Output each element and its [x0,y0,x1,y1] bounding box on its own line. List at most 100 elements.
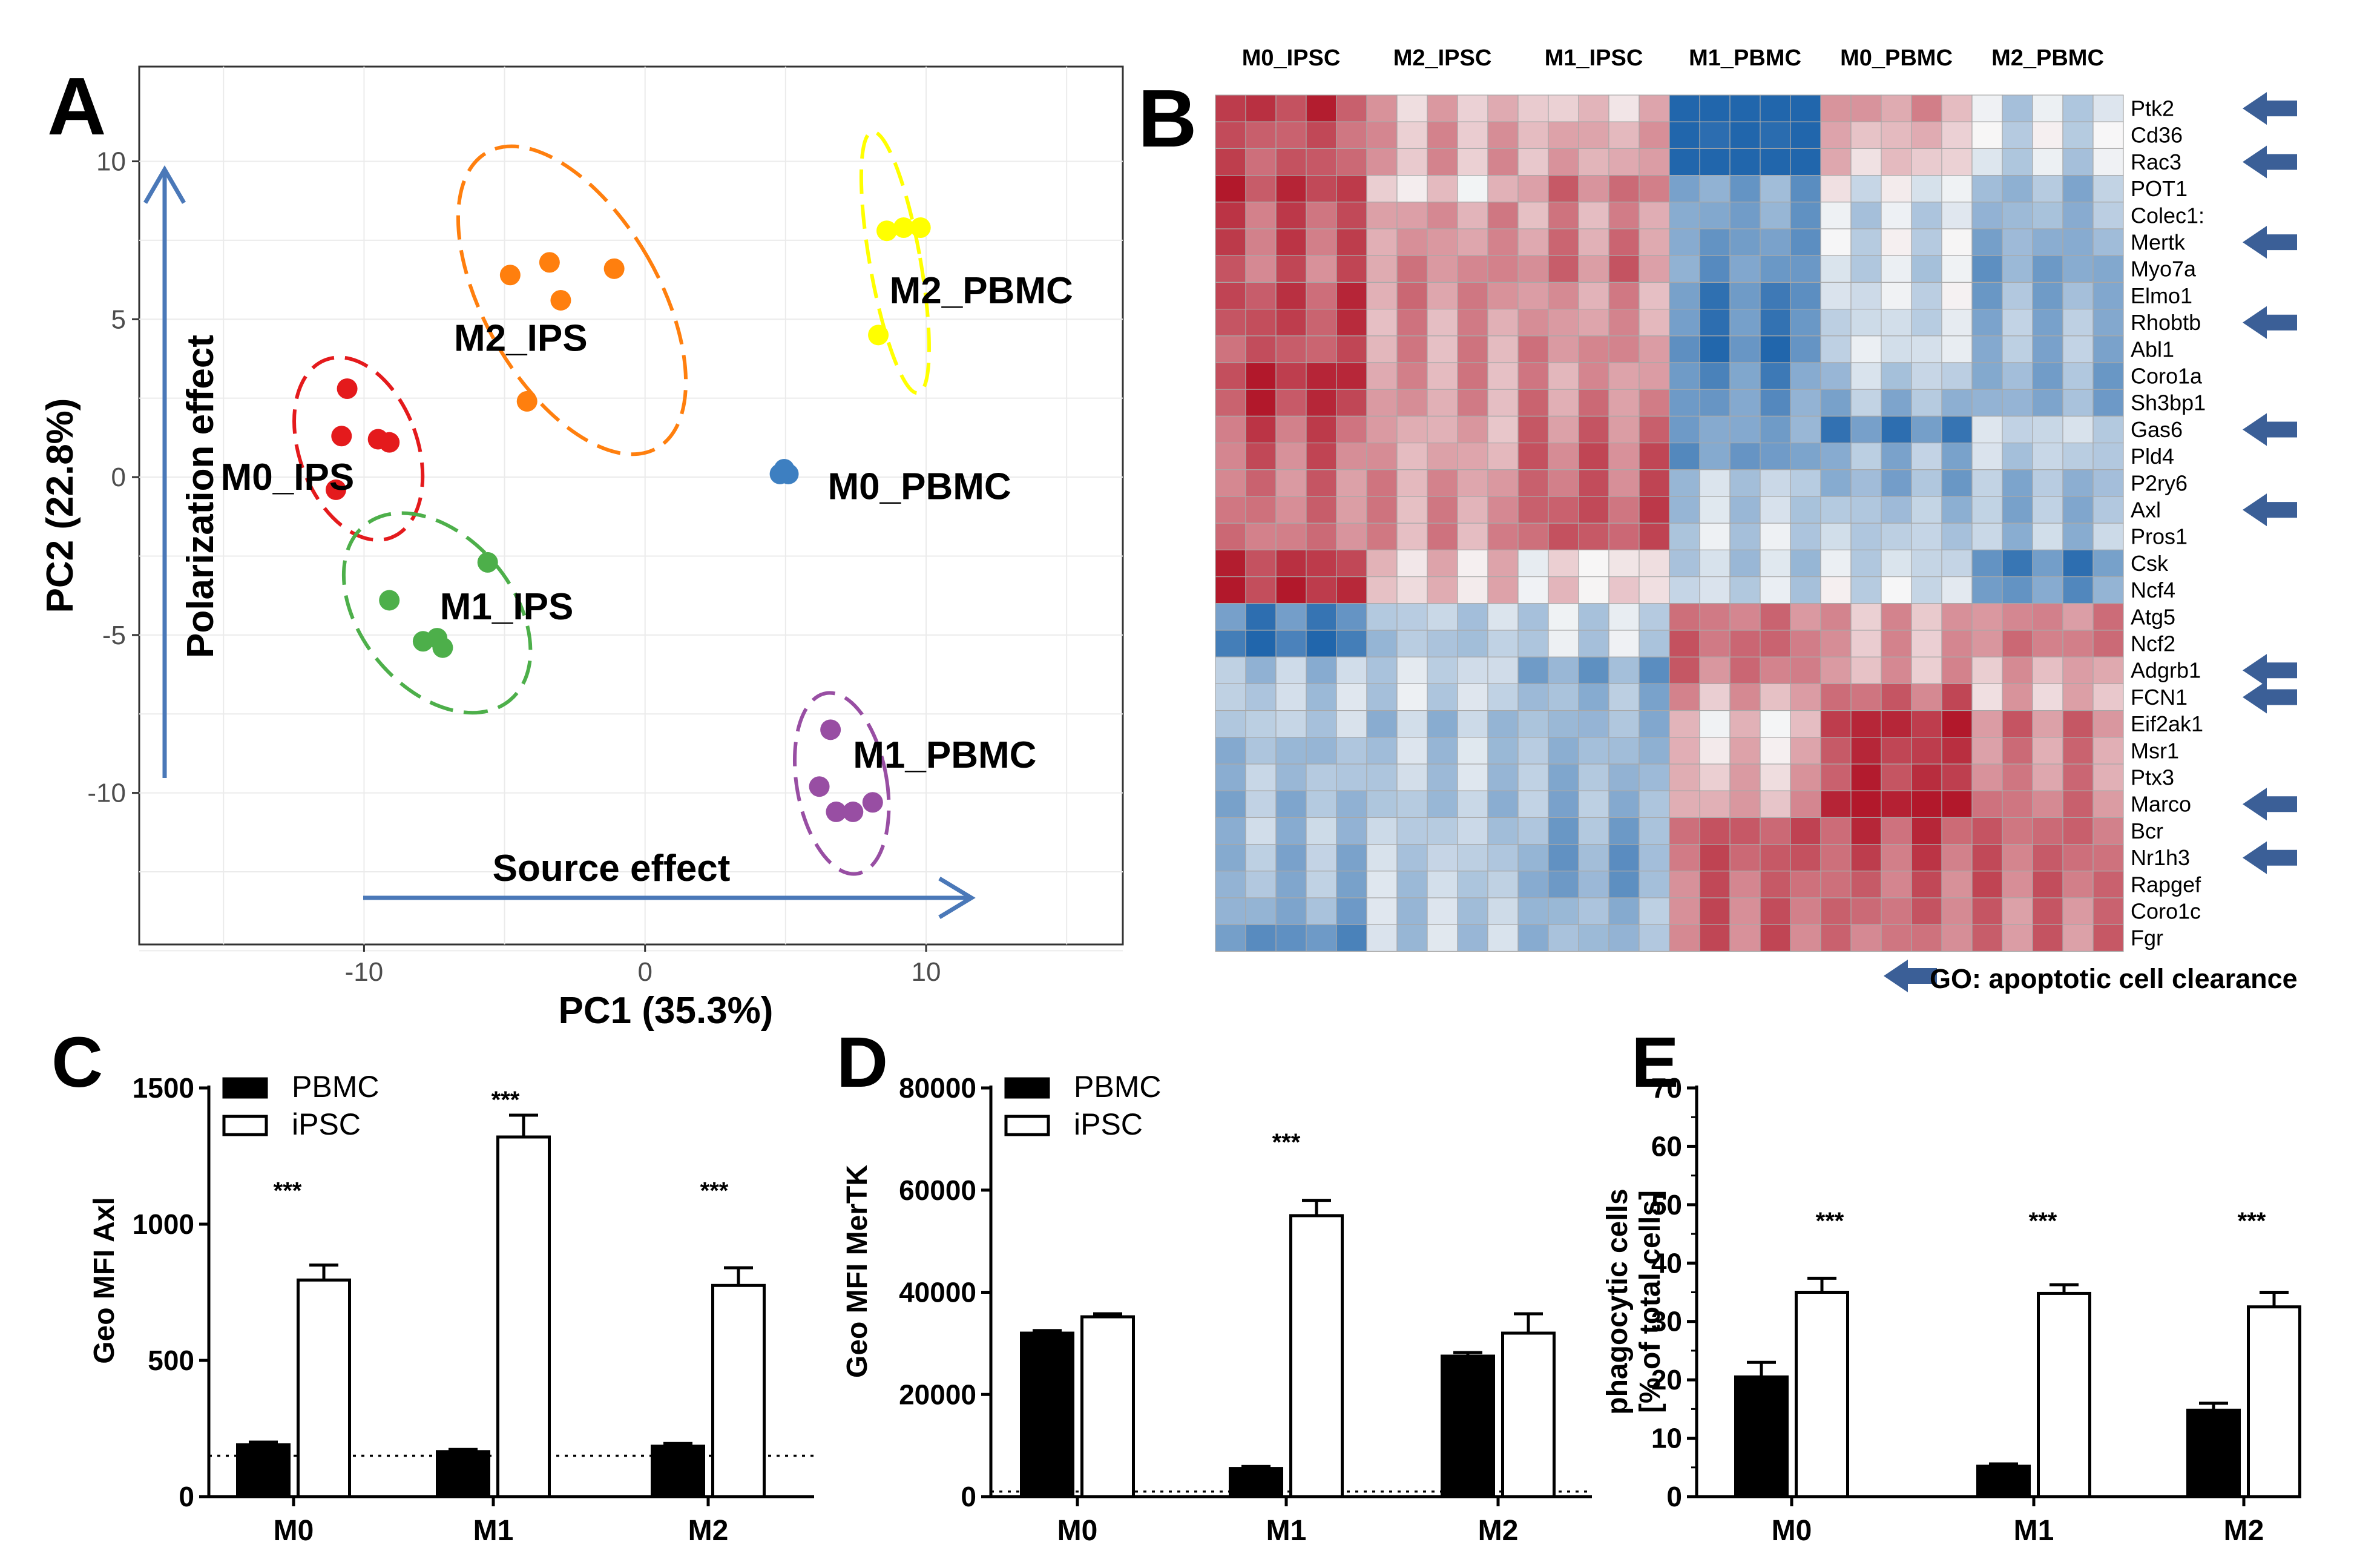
significance-label: *** [1816,1208,1844,1234]
row-label-rapgef: Rapgef [2131,872,2201,897]
heatmap-cell [1366,549,1398,578]
heatmap-cell [1306,389,1337,417]
heatmap-cell [1457,148,1488,176]
heatmap-cell [2092,924,2124,952]
bar-ipsc-m0 [1795,1291,1849,1498]
heatmap-cell [2032,121,2063,149]
heatmap-cell [1669,522,1700,551]
heatmap-cell [1699,282,1731,310]
heatmap-cell [2092,389,2124,417]
heatmap-cell [1215,897,1246,925]
bar-ipsc-m2 [1501,1331,1556,1498]
y-tick-label: 500 [148,1345,194,1376]
heatmap-cell [1820,442,1852,470]
heatmap-cell [1366,522,1398,551]
heatmap-cell [1669,282,1700,310]
heatmap-cell [1396,148,1428,176]
heatmap-cell [1548,790,1579,818]
heatmap-cell [1336,228,1367,256]
heatmap-cell [1729,362,1761,390]
heatmap-cell [1850,389,1882,417]
heatmap-cell [1881,148,1912,176]
heatmap-cell [1699,335,1731,363]
row-label-eif2ak1: Eif2ak1 [2131,711,2203,736]
heatmap-cell [1396,843,1428,872]
heatmap-cell [1457,817,1488,845]
heatmap-cell [1215,175,1246,203]
heatmap-cell [1881,737,1912,765]
heatmap-cell [1548,309,1579,337]
heatmap-cell [1306,549,1337,578]
heatmap-cell [1760,94,1791,122]
heatmap-cell [2032,710,2063,738]
panel-a-grid [139,67,1123,952]
heatmap-cell [1911,202,1942,229]
heatmap-cell [1760,710,1791,738]
heatmap-cell [2032,763,2063,791]
heatmap-cell [1820,335,1852,363]
heatmap-cell [1245,121,1277,149]
heatmap-cell [1396,549,1428,578]
heatmap-cell [1971,603,2003,631]
heatmap-cell [1911,442,1942,470]
heatmap-cell [1850,763,1882,791]
heatmap-cell [1245,389,1277,417]
heatmap-cell [1215,415,1246,444]
heatmap-cell [1971,335,2003,363]
heatmap-cell [1790,442,1821,470]
heatmap-cell [1820,603,1852,631]
heatmap-cell [1548,737,1579,765]
heatmap-cell [1245,656,1277,684]
point-m2-ips [550,289,571,311]
panel-e-chart: 70 60 50 40 30 20 10 0 M0 *** M1 *** M2 *** [1651,1072,2301,1547]
heatmap-cell [1215,389,1246,417]
heatmap-cell [1699,843,1731,872]
heatmap-cell [1971,522,2003,551]
heatmap-cell [1578,897,1609,925]
heatmap-cell [1911,683,1942,711]
heatmap-cell [2002,817,2033,845]
heatmap-cell [1336,202,1367,229]
heatmap-cell [2062,817,2094,845]
heatmap-cell [1275,656,1307,684]
y-tick-label: -5 [102,621,126,650]
heatmap-cell [2092,228,2124,256]
heatmap-cell [1578,121,1609,149]
heatmap-cell [2032,630,2063,657]
x-tick-label-m1: M1 [1266,1515,1307,1547]
heatmap-cell [1517,522,1549,551]
heatmap-cell [1487,202,1519,229]
go-arrow-icon [2243,92,2297,125]
heatmap-cell [2002,335,2033,363]
heatmap-cell [2092,335,2124,363]
legend-label-pbmc: PBMC [292,1070,379,1104]
label-m2-pbmc: M2_PBMC [890,270,1073,312]
heatmap-cell [1245,94,1277,122]
heatmap-cell [1639,442,1670,470]
heatmap-cell [1911,656,1942,684]
heatmap-cell [1971,683,2003,711]
heatmap-cell [1457,121,1488,149]
heatmap-cell [1729,148,1761,176]
heatmap-cell [1669,94,1700,122]
point-m1-pbmc [826,801,847,822]
heatmap-cell [2062,228,2094,256]
heatmap-cell [1306,309,1337,337]
heatmap-cell [1517,603,1549,631]
heatmap-cell [1911,148,1942,176]
heatmap-cell [1669,389,1700,417]
heatmap-cell [1366,228,1398,256]
heatmap-cell [2092,763,2124,791]
heatmap-cell [1396,228,1428,256]
heatmap-cell [1608,522,1640,551]
heatmap-cell [1336,335,1367,363]
heatmap-cell [1366,656,1398,684]
heatmap-cell [1760,228,1791,256]
panel-a-group-labels: M0_IPS M2_IPS M1_IPS M2_PBMC M0_PBMC M1_PBMC [221,270,1073,776]
heatmap-cell [1669,469,1700,497]
heatmap-cell [1517,549,1549,578]
legend-swatch-ipsc [222,1115,268,1136]
heatmap-cell [1850,576,1882,604]
heatmap-cell [2002,549,2033,578]
heatmap-cell [1275,255,1307,283]
